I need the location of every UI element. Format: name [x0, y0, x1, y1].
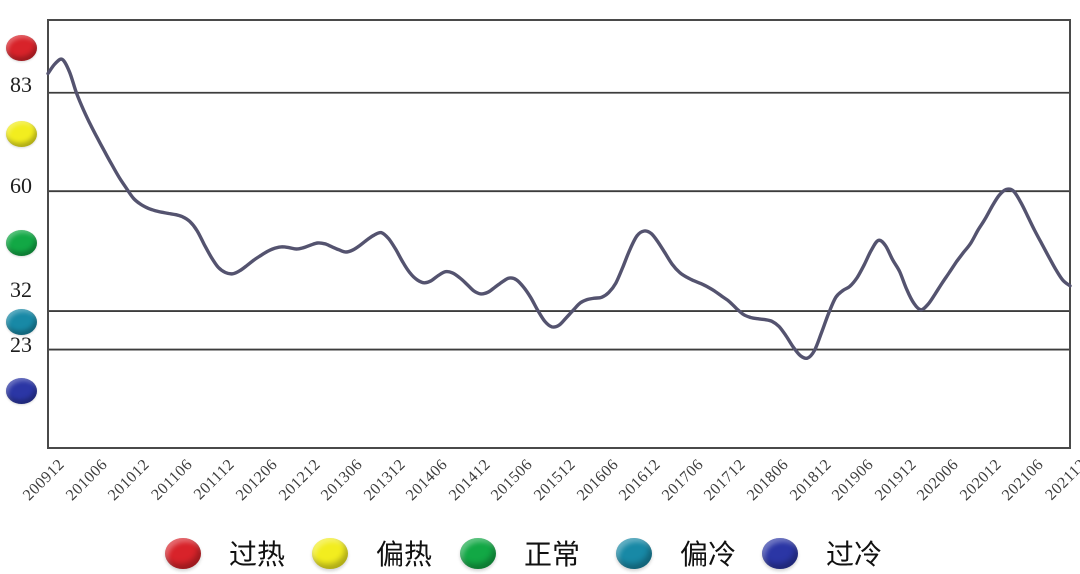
- y-tick-label-23: 23: [10, 331, 32, 357]
- legend-label: 正常: [524, 538, 581, 571]
- legend-label: 过冷: [826, 538, 883, 571]
- legend-item: 偏热: [312, 537, 432, 571]
- legend-dot-icon: [762, 537, 798, 569]
- legend-label: 偏热: [376, 538, 433, 571]
- y-tick-label-60: 60: [10, 173, 32, 199]
- legend-dot-icon: [165, 537, 201, 569]
- legend-label: 过热: [229, 538, 286, 571]
- plot-border: [47, 19, 1071, 449]
- y-tick-label-83: 83: [10, 71, 32, 97]
- zone-marker-icon: [6, 35, 37, 62]
- legend-dot-icon: [616, 537, 652, 569]
- legend-item: 过冷: [762, 537, 882, 571]
- zone-marker-icon: [6, 377, 37, 404]
- zone-marker-icon: [6, 120, 37, 147]
- zone-marker-icon: [6, 230, 37, 257]
- legend-item: 正常: [460, 537, 580, 571]
- legend-dot-icon: [460, 537, 496, 569]
- legend-item: 偏冷: [616, 537, 736, 571]
- zone-marker-icon: [6, 309, 37, 336]
- index-series-line: [46, 57, 1072, 361]
- legend-dot-icon: [312, 537, 348, 569]
- legend-label: 偏冷: [680, 538, 737, 571]
- legend-item: 过热: [165, 537, 285, 571]
- y-tick-label-32: 32: [10, 277, 32, 303]
